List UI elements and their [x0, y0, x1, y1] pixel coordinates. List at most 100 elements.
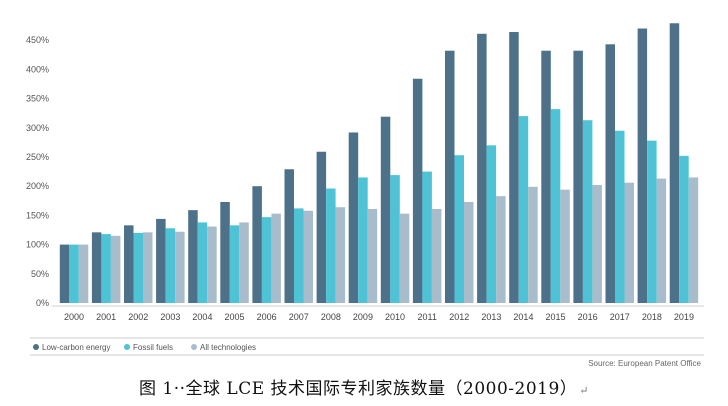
- x-tick-label: 2010: [385, 312, 405, 322]
- bar-low-carbon-energy-2004: [188, 210, 198, 303]
- bar-all-technologies-2017: [624, 182, 634, 303]
- bar-low-carbon-energy-2008: [316, 151, 327, 303]
- y-tick-label: 150%: [26, 210, 49, 220]
- bar-low-carbon-energy-2007: [284, 169, 294, 303]
- bar-low-carbon-energy-2013: [477, 33, 487, 303]
- y-tick-label: 250%: [26, 152, 49, 162]
- bar-low-carbon-energy-2018: [637, 28, 648, 304]
- bar-all-technologies-2010: [399, 213, 410, 303]
- x-axis-tick-labels: 2000 2001 2002 2003 2004 2005 2006 2007 2008 2009…: [64, 312, 694, 322]
- bar-fossil-fuels-2017: [615, 130, 625, 303]
- bar-fossil-fuels-2011: [422, 171, 432, 303]
- bar-fossil-fuels-2012: [454, 155, 464, 303]
- legend-label: Low-carbon energy: [42, 343, 110, 352]
- bar-fossil-fuels-2009: [358, 177, 368, 303]
- x-tick-label: 2014: [513, 312, 533, 322]
- bar-all-technologies-2005: [239, 222, 249, 303]
- bar-fossil-fuels-2010: [390, 175, 400, 303]
- figure-caption: 图 1··全球 LCE 技术国际专利家族数量（2000-2019） ↵: [0, 374, 728, 399]
- return-mark-icon: ↵: [579, 384, 590, 397]
- bar-all-technologies-2018: [656, 178, 667, 303]
- x-tick-label: 2019: [674, 312, 694, 322]
- x-tick-label: 2018: [642, 312, 662, 322]
- bar-all-technologies-2015: [560, 189, 570, 303]
- x-tick-label: 2005: [225, 312, 245, 322]
- bar-fossil-fuels-2005: [229, 225, 240, 303]
- y-tick-label: 400%: [26, 64, 49, 74]
- bar-fossil-fuels-2013: [486, 145, 497, 303]
- x-tick-label: 2004: [192, 312, 212, 322]
- y-axis-tick-labels: 0% 50% 100% 150% 200% 250% 300% 350% 400% 450%: [26, 35, 49, 308]
- x-tick-label: 2001: [96, 312, 116, 322]
- bar-fossil-fuels-2004: [197, 222, 208, 303]
- bar-fossil-fuels-2001: [101, 234, 111, 303]
- bar-low-carbon-energy-2011: [412, 78, 423, 304]
- x-tick-label: 2017: [610, 312, 630, 322]
- source-label: Source: European Patent Office: [588, 359, 701, 368]
- y-tick-label: 450%: [26, 35, 49, 45]
- bar-fossil-fuels-2007: [294, 208, 304, 303]
- legend-swatch: [33, 344, 39, 350]
- bar-all-technologies-2008: [335, 207, 346, 303]
- figure-caption-text: 图 1··全球 LCE 技术国际专利家族数量（2000-2019）: [138, 379, 578, 399]
- legend-swatch: [124, 344, 130, 350]
- x-tick-label: 2013: [481, 312, 501, 322]
- bar-fossil-fuels-2002: [133, 232, 143, 303]
- bar-low-carbon-energy-2000: [59, 244, 70, 303]
- y-tick-label: 100%: [26, 240, 49, 250]
- y-tick-label: 0%: [36, 298, 49, 308]
- bar-all-technologies-2000: [78, 244, 89, 303]
- y-tick-label: 50%: [31, 269, 49, 279]
- bar-all-technologies-2009: [367, 208, 378, 303]
- x-tick-label: 2008: [321, 312, 341, 322]
- legend: Low-carbon energy Fossil fuels All technol…: [33, 343, 256, 352]
- legend-swatch: [191, 344, 197, 350]
- bar-low-carbon-energy-2019: [669, 23, 680, 303]
- legend-label: Fossil fuels: [133, 343, 173, 352]
- bar-low-carbon-energy-2016: [573, 50, 583, 304]
- bar-low-carbon-energy-2012: [445, 50, 455, 304]
- x-tick-label: 2000: [64, 312, 84, 322]
- x-tick-label: 2006: [257, 312, 277, 322]
- bar-all-technologies-2016: [592, 185, 602, 303]
- bar-low-carbon-energy-2009: [348, 132, 359, 303]
- bar-all-technologies-2003: [175, 231, 185, 303]
- y-tick-label: 300%: [26, 123, 49, 133]
- bar-low-carbon-energy-2014: [509, 32, 519, 304]
- bar-all-technologies-2019: [688, 177, 699, 303]
- x-tick-label: 2009: [353, 312, 373, 322]
- bar-low-carbon-energy-2003: [156, 218, 166, 303]
- x-tick-label: 2002: [128, 312, 148, 322]
- bar-fossil-fuels-2000: [69, 244, 79, 303]
- bar-fossil-fuels-2006: [261, 217, 272, 303]
- bar-low-carbon-energy-2001: [91, 232, 102, 303]
- bar-fossil-fuels-2019: [679, 155, 689, 303]
- bar-all-technologies-2006: [271, 213, 281, 303]
- bar-all-technologies-2012: [464, 201, 474, 303]
- bar-all-technologies-2001: [110, 235, 121, 303]
- bar-fossil-fuels-2018: [647, 140, 657, 303]
- x-tick-label: 2015: [546, 312, 566, 322]
- bar-all-technologies-2007: [303, 210, 313, 303]
- x-tick-label: 2011: [417, 312, 436, 322]
- bar-fossil-fuels-2015: [550, 109, 561, 303]
- x-tick-label: 2012: [449, 312, 469, 322]
- bar-all-technologies-2002: [143, 232, 153, 303]
- x-tick-label: 2016: [578, 312, 598, 322]
- bar-all-technologies-2014: [528, 186, 538, 303]
- bar-fossil-fuels-2016: [582, 120, 593, 304]
- bar-low-carbon-energy-2002: [124, 225, 134, 303]
- bar-fossil-fuels-2014: [518, 116, 529, 304]
- bar-low-carbon-energy-2006: [252, 186, 262, 303]
- legend-label: All technologies: [200, 343, 256, 352]
- bar-chart: 0% 50% 100% 150% 200% 250% 300% 350% 400% 450% 20…: [26, 23, 704, 368]
- y-tick-label: 200%: [26, 181, 49, 191]
- bar-low-carbon-energy-2015: [541, 50, 551, 304]
- bar-fossil-fuels-2003: [165, 228, 176, 303]
- bar-all-technologies-2013: [496, 196, 506, 303]
- x-tick-label: 2003: [160, 312, 180, 322]
- x-tick-label: 2007: [289, 312, 309, 322]
- bar-low-carbon-energy-2017: [605, 44, 615, 303]
- bar-low-carbon-energy-2005: [220, 201, 230, 303]
- bar-all-technologies-2011: [431, 208, 442, 303]
